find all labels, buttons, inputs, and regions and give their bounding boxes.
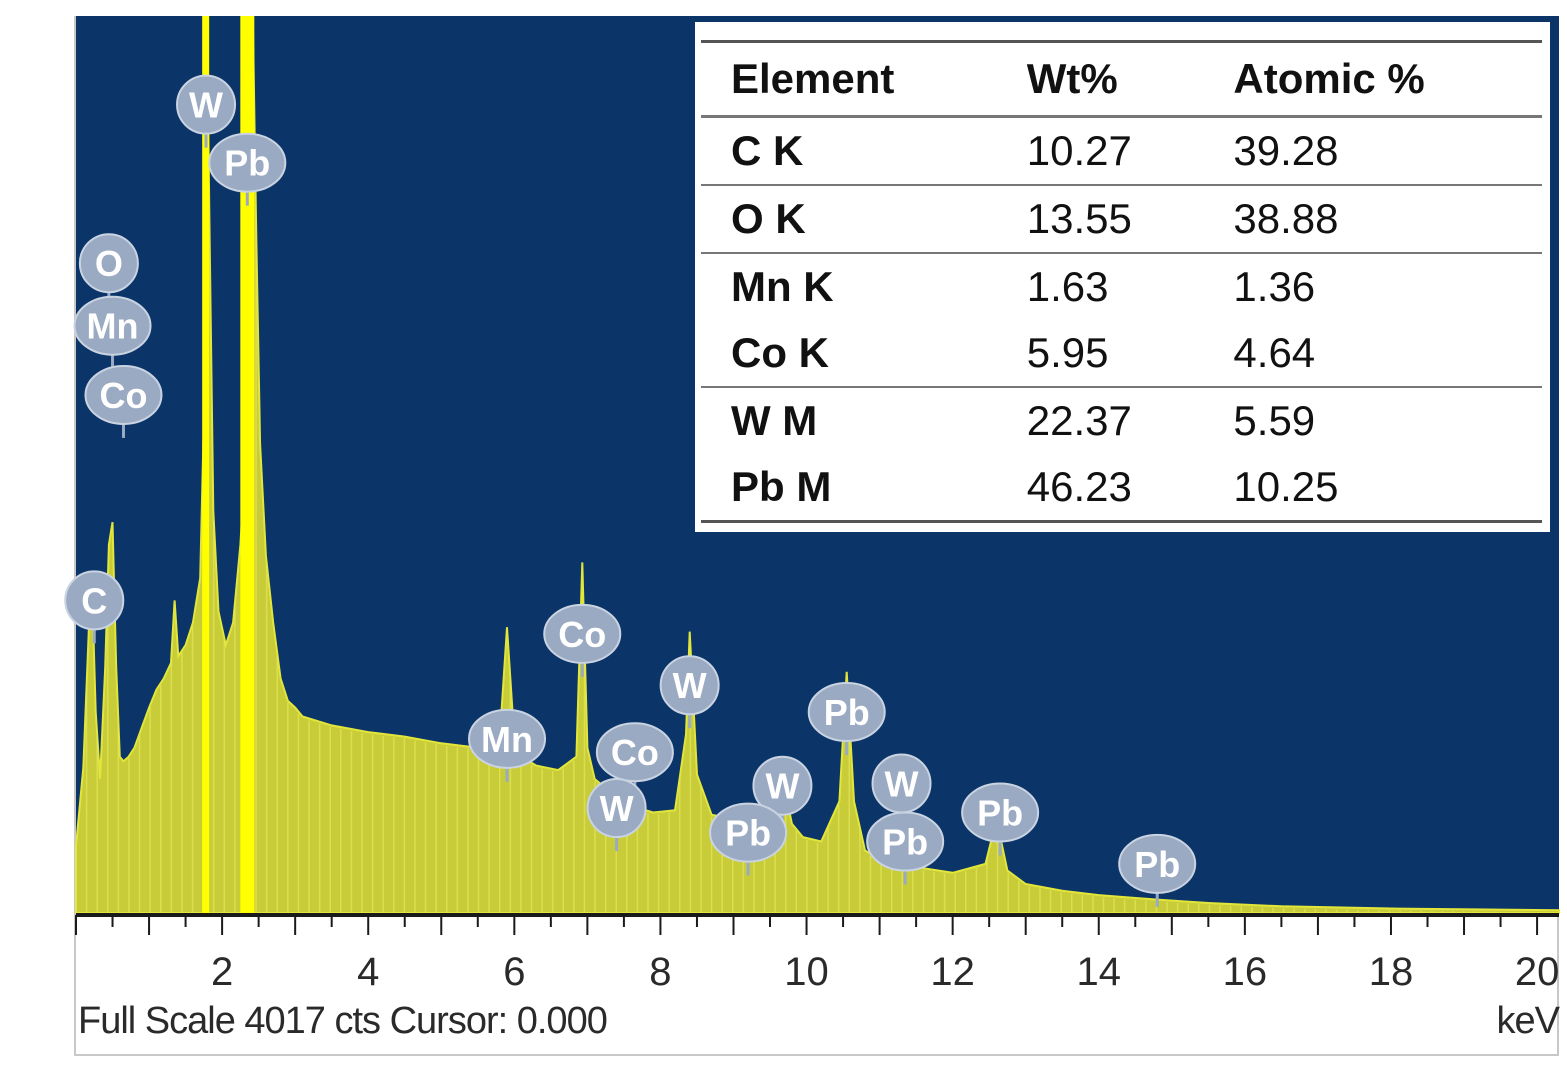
peak-label-badge xyxy=(866,811,945,872)
header-element: Element xyxy=(701,40,997,118)
peak-label-text: W xyxy=(765,766,799,807)
peak-label-badge xyxy=(586,778,647,839)
table-row: W M 22.37 5.59 xyxy=(701,387,1542,454)
peak-label-text: W xyxy=(189,85,223,126)
x-tick-label: 8 xyxy=(649,950,671,994)
peak-label-text: Pb xyxy=(1134,844,1180,885)
row-atomic: 1.36 xyxy=(1233,263,1316,310)
full-scale-cursor-readout: Full Scale 4017 cts Cursor: 0.000 xyxy=(78,1000,608,1042)
peak-label-text: Co xyxy=(611,732,659,773)
table-row: Co K 5.95 4.64 xyxy=(701,320,1542,388)
composition-table-panel: Element Wt% Atomic % C K 10.27 39.28 O K… xyxy=(695,22,1550,532)
peak-label-badge xyxy=(752,755,813,816)
row-wt: 13.55 xyxy=(996,185,1204,254)
peak-label-text: Pb xyxy=(977,793,1023,834)
x-axis: 2 4 6 8 10 12 14 16 18 20 xyxy=(75,913,1560,994)
peak-label-badge xyxy=(208,132,287,193)
row-wt: 46.23 xyxy=(996,454,1204,523)
peak-label-badge xyxy=(73,295,152,356)
row-atomic: 5.59 xyxy=(1233,397,1316,444)
header-wt: Wt% xyxy=(996,40,1204,118)
peak-label-text: Pb xyxy=(882,822,928,863)
x-tick-label: 20 xyxy=(1515,950,1560,994)
peak-label-badge xyxy=(659,655,720,716)
table-row: Mn K 1.63 1.36 xyxy=(701,253,1542,320)
x-tick-label: 4 xyxy=(357,950,379,994)
row-element: W M xyxy=(731,397,818,444)
peak-label-badge xyxy=(176,74,237,135)
row-element: O K xyxy=(701,185,997,254)
x-tick-label: 2 xyxy=(211,950,233,994)
row-element: C K xyxy=(701,116,997,186)
peak-label-text: O xyxy=(95,243,123,284)
peak-label-badge xyxy=(961,782,1040,843)
x-tick-label: 10 xyxy=(784,950,829,994)
header-atomic: Atomic % xyxy=(1203,40,1542,118)
peak-label-text: Pb xyxy=(224,143,270,184)
row-element: Pb M xyxy=(701,454,997,523)
table-row: Pb M 46.23 10.25 xyxy=(701,454,1542,523)
table-header-row: Element Wt% Atomic % xyxy=(701,40,1542,118)
row-atomic: 4.64 xyxy=(1203,320,1542,388)
peak-label-text: Pb xyxy=(725,813,771,854)
peak-label-badge xyxy=(64,570,125,631)
row-wt: 1.63 xyxy=(1026,263,1109,310)
x-axis-unit-label: keV xyxy=(1496,1000,1560,1042)
x-tick-label: 14 xyxy=(1077,950,1122,994)
peak-label-text: C xyxy=(81,580,107,621)
x-tick-label: 18 xyxy=(1369,950,1414,994)
row-wt: 22.37 xyxy=(1026,397,1132,444)
peak-label-text: W xyxy=(600,788,634,829)
peak-label-badge xyxy=(709,802,788,863)
peak-label-badge xyxy=(595,722,674,783)
peak-label-badge xyxy=(807,682,886,743)
composition-table: Element Wt% Atomic % C K 10.27 39.28 O K… xyxy=(701,40,1542,523)
peak-label-badge xyxy=(78,233,139,294)
row-atomic: 39.28 xyxy=(1203,116,1542,186)
row-atomic: 10.25 xyxy=(1203,454,1542,523)
x-tick-label: 12 xyxy=(930,950,975,994)
table-row: O K 13.55 38.88 xyxy=(701,185,1542,254)
row-element: Mn K xyxy=(731,263,834,310)
peak-label-badge xyxy=(1118,833,1197,894)
peak-label-text: Co xyxy=(99,375,147,416)
peak-label-badge xyxy=(543,603,622,664)
peak-label-text: Mn xyxy=(87,306,139,347)
row-element: Co K xyxy=(701,320,997,388)
peak-label-badge xyxy=(468,708,547,769)
table-row: C K 10.27 39.28 xyxy=(701,116,1542,186)
row-atomic: 38.88 xyxy=(1203,185,1542,254)
peak-label-badge xyxy=(84,364,163,425)
row-wt: 10.27 xyxy=(996,116,1204,186)
row-wt: 5.95 xyxy=(996,320,1204,388)
peak-label-text: Mn xyxy=(481,719,533,760)
peak-label-text: W xyxy=(673,665,707,706)
peak-label-text: Co xyxy=(558,614,606,655)
peak-label-text: Pb xyxy=(824,692,870,733)
x-tick-label: 16 xyxy=(1223,950,1268,994)
x-tick-label: 6 xyxy=(503,950,525,994)
peak-label-text: W xyxy=(885,763,919,804)
